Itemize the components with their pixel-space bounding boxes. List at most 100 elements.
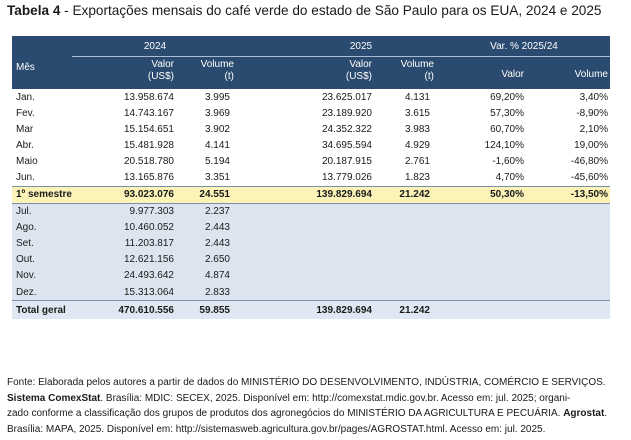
month-label: Maio bbox=[16, 155, 38, 167]
volume-2024: 2.650 bbox=[178, 251, 238, 268]
header-spacer bbox=[238, 57, 284, 90]
volume-2024: 3.969 bbox=[204, 107, 230, 119]
volume-2024: 4.874 bbox=[178, 267, 238, 285]
header-var-valor: Valor bbox=[501, 68, 524, 80]
header-volume-2025: Volume (t) bbox=[400, 59, 434, 82]
header-group-2025: 2025 bbox=[284, 36, 438, 57]
var-value: 4,70% bbox=[495, 172, 524, 184]
semester-volume-2025: 21.242 bbox=[376, 185, 438, 204]
source-line-2: Sistema ComexStat. Brasília: MDIC: SECEX… bbox=[7, 392, 571, 404]
semester-var-value: 50,30% bbox=[438, 185, 528, 204]
month-label: Out. bbox=[12, 251, 72, 268]
var-volume: -8,90% bbox=[576, 107, 608, 119]
month-label: Abr. bbox=[16, 139, 34, 151]
header-row-columns: Valor (US$) Volume (t) Valor (US$) Volume (t… bbox=[12, 56, 610, 90]
exports-table: Mês 2024 2025 Var. % 2025/24 Valor (US$) … bbox=[12, 36, 610, 320]
table-row: Maio 20.518.780 5.194 20.187.915 2.761 -… bbox=[12, 153, 610, 169]
var-value: 60,70% bbox=[490, 123, 524, 135]
table-row: Nov. 24.493.642 4.874 bbox=[12, 267, 610, 285]
month-label: Jan. bbox=[16, 91, 35, 103]
value-2024: 13.165.876 bbox=[123, 172, 174, 184]
semester-value-2025: 139.829.694 bbox=[284, 185, 376, 204]
header-row-groups: Mês 2024 2025 Var. % 2025/24 bbox=[12, 36, 610, 73]
month-label: Fev. bbox=[16, 107, 35, 119]
table-row: Fev. 14.743.167 3.969 23.189.920 3.615 5… bbox=[12, 105, 610, 121]
volume-2025: 2.761 bbox=[404, 155, 430, 167]
value-2024: 15.481.928 bbox=[123, 139, 174, 151]
value-2025: 23.625.017 bbox=[321, 91, 372, 103]
volume-2024: 2.443 bbox=[178, 235, 238, 252]
var-value: 69,20% bbox=[490, 91, 524, 103]
table-row: Mar 15.154.651 3.902 24.352.322 3.983 60… bbox=[12, 121, 610, 137]
volume-2024: 5.194 bbox=[204, 155, 230, 167]
table-row: Dez. 15.313.064 2.833 bbox=[12, 284, 610, 301]
var-value: 57,30% bbox=[490, 107, 524, 119]
value-2024: 11.203.817 bbox=[72, 235, 178, 252]
volume-2025: 4.929 bbox=[404, 139, 430, 151]
volume-2024: 2.237 bbox=[178, 203, 238, 220]
var-value: -1,60% bbox=[492, 155, 524, 167]
value-2024: 15.313.064 bbox=[72, 284, 178, 301]
volume-2024: 4.141 bbox=[204, 139, 230, 151]
table-row: Jul. 9.977.303 2.237 bbox=[12, 203, 610, 220]
value-2025: 20.187.915 bbox=[321, 155, 372, 167]
value-2024: 9.977.303 bbox=[72, 203, 178, 220]
month-label: Nov. bbox=[12, 267, 72, 285]
header-valor-2024: Valor (US$) bbox=[147, 59, 174, 82]
value-2024: 10.460.052 bbox=[72, 219, 178, 236]
var-volume: 19,00% bbox=[574, 139, 608, 151]
header-group-spacer bbox=[238, 36, 284, 57]
value-2024: 13.958.674 bbox=[123, 91, 174, 103]
source-line-4: Brasília: MAPA, 2025. Disponível em: htt… bbox=[7, 423, 546, 435]
table-caption: - Exportações mensais do café verde do e… bbox=[60, 3, 602, 18]
table-number: Tabela 4 bbox=[7, 3, 61, 18]
value-2025: 24.352.322 bbox=[321, 123, 372, 135]
volume-2025: 3.615 bbox=[404, 107, 430, 119]
total-volume-2025: 21.242 bbox=[376, 300, 438, 320]
month-label: Set. bbox=[12, 235, 72, 252]
var-volume: -45,60% bbox=[570, 172, 608, 184]
header-var-volume: Volume bbox=[574, 68, 608, 80]
month-label: Ago. bbox=[12, 219, 72, 236]
volume-2025: 1.823 bbox=[404, 172, 430, 184]
month-label: Mar bbox=[16, 123, 34, 135]
volume-2025: 4.131 bbox=[404, 91, 430, 103]
table-row: Jun. 13.165.876 3.351 13.779.026 1.823 4… bbox=[12, 169, 610, 186]
header-volume-2024: Volume (t) bbox=[200, 59, 234, 82]
header-group-2024: 2024 bbox=[72, 36, 238, 57]
header-valor-2025: Valor (US$) bbox=[345, 59, 372, 82]
value-2025: 34.695.594 bbox=[321, 139, 372, 151]
source-line-1: Fonte: Elaborada pelos autores a partir … bbox=[7, 377, 606, 388]
table-row: Out. 12.621.156 2.650 bbox=[12, 251, 610, 268]
total-value-2024: 470.610.556 bbox=[72, 300, 178, 320]
var-volume: 2,10% bbox=[579, 123, 608, 135]
var-volume: 3,40% bbox=[579, 91, 608, 103]
table-row: Abr. 15.481.928 4.141 34.695.594 4.929 1… bbox=[12, 137, 610, 153]
semester-var-volume: -13,50% bbox=[528, 185, 610, 204]
semester-label: 1º semestre bbox=[12, 185, 72, 204]
table-row: Ago. 10.460.052 2.443 bbox=[12, 219, 610, 236]
value-2024: 14.743.167 bbox=[123, 107, 174, 119]
total-volume-2024: 59.855 bbox=[178, 300, 238, 320]
month-label: Jul. bbox=[12, 203, 72, 220]
header-mes: Mês bbox=[16, 61, 35, 73]
month-label: Dez. bbox=[12, 284, 72, 301]
volume-2025: 3.983 bbox=[404, 123, 430, 135]
semester-row: 1º semestre 93.023.076 24.551 139.829.69… bbox=[12, 185, 610, 204]
value-2024: 24.493.642 bbox=[72, 267, 178, 285]
table-row: Set. 11.203.817 2.443 bbox=[12, 235, 610, 252]
value-2025: 13.779.026 bbox=[321, 172, 372, 184]
value-2025: 23.189.920 bbox=[321, 107, 372, 119]
volume-2024: 3.995 bbox=[204, 91, 230, 103]
source-note: Fonte: Elaborada pelos autores a partir … bbox=[7, 375, 627, 437]
var-volume: -46,80% bbox=[570, 155, 608, 167]
semester-value-2024: 93.023.076 bbox=[72, 185, 178, 204]
value-2024: 20.518.780 bbox=[123, 155, 174, 167]
volume-2024: 2.443 bbox=[178, 219, 238, 236]
total-row: Total geral 470.610.556 59.855 139.829.6… bbox=[12, 300, 610, 320]
value-2024: 12.621.156 bbox=[72, 251, 178, 268]
total-value-2025: 139.829.694 bbox=[284, 300, 376, 320]
volume-2024: 3.902 bbox=[204, 123, 230, 135]
volume-2024: 3.351 bbox=[204, 172, 230, 184]
table-title: Tabela 4 - Exportações mensais do café v… bbox=[7, 3, 625, 18]
